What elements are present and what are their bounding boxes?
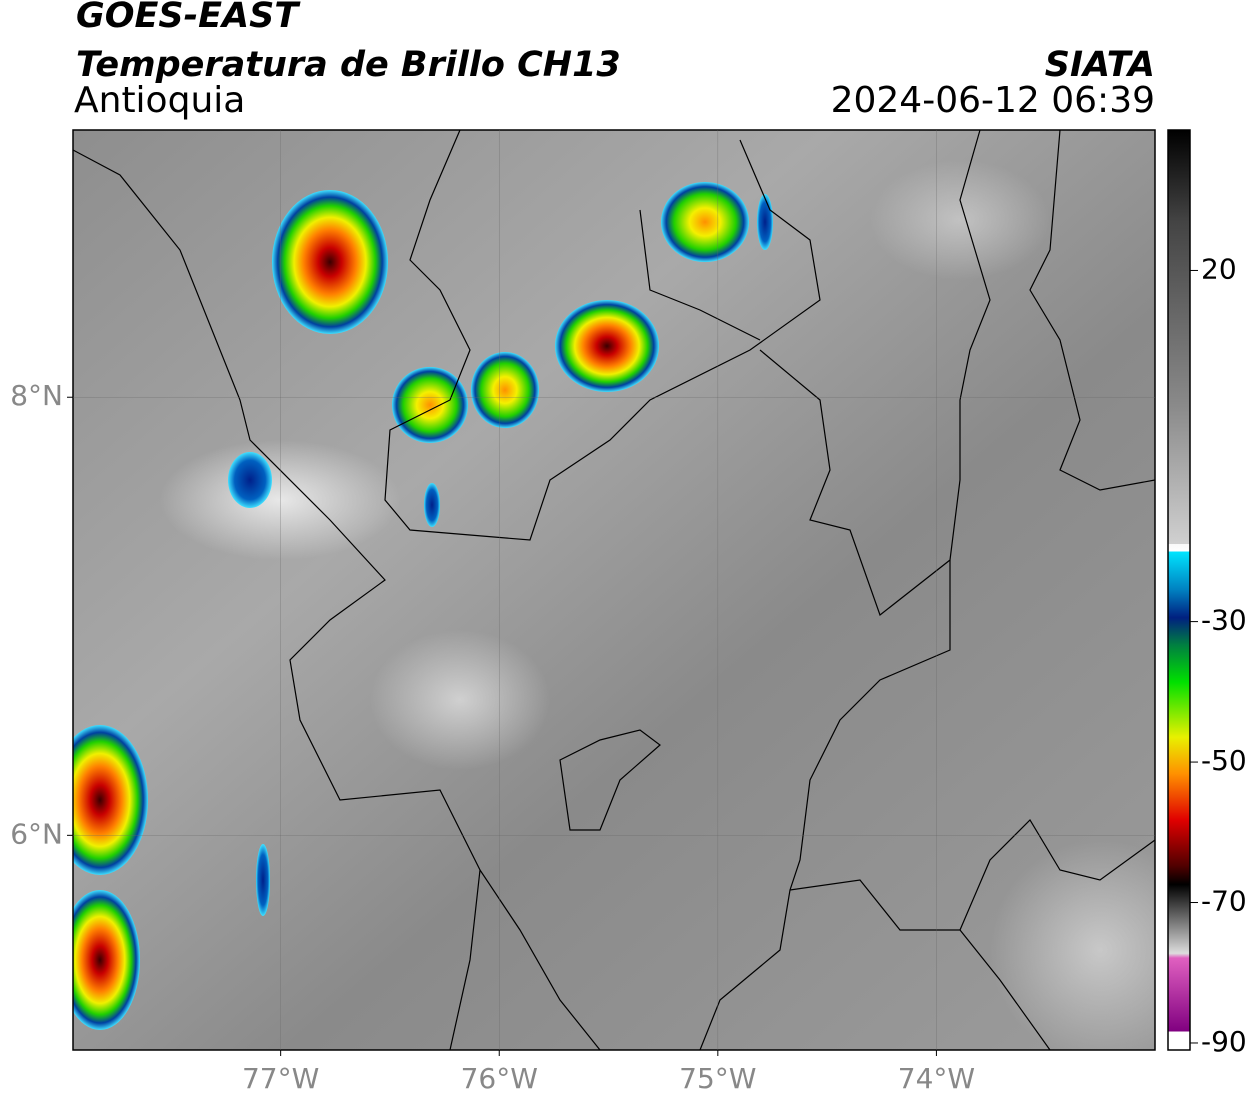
title: GOES-EAST <box>76 0 301 36</box>
datetime: 2024-06-12 06:39 <box>831 80 1155 121</box>
map-image <box>73 130 1155 1050</box>
colorbar-tick-label: -50 <box>1201 744 1247 777</box>
region: Antioquia <box>74 80 245 121</box>
x-tick-label: 77°W <box>242 1062 319 1095</box>
y-tick-label: 8°N <box>10 379 63 412</box>
subtitle: Temperatura de Brillo CH13 <box>76 45 621 85</box>
source: SIATA <box>1045 45 1155 85</box>
colorbar-tick-label: -70 <box>1201 885 1247 918</box>
map-frame <box>72 129 1156 1051</box>
y-tick-label: 6°N <box>10 817 63 850</box>
x-tick-label: 74°W <box>898 1062 975 1095</box>
x-tick-label: 76°W <box>461 1062 538 1095</box>
colorbar <box>1167 129 1191 1051</box>
colorbar-tick-label: 20 <box>1201 252 1237 285</box>
colorbar-tick-label: -90 <box>1201 1025 1247 1058</box>
x-tick-label: 75°W <box>679 1062 756 1095</box>
colorbar-tick-label: -30 <box>1201 604 1247 637</box>
